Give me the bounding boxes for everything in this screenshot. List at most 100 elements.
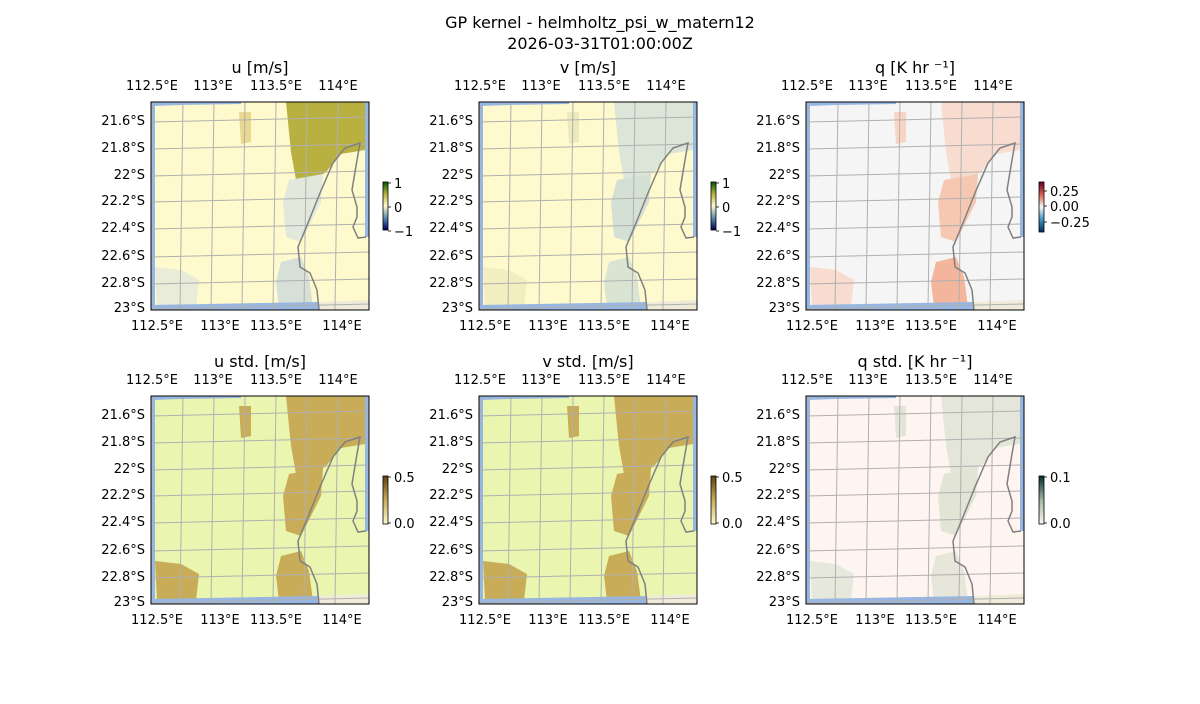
gridline-lat <box>151 437 369 444</box>
colorbar <box>1038 181 1045 233</box>
gridline-lat <box>479 196 697 203</box>
lat-tick-label: 22°S <box>114 462 145 477</box>
gridline-lon <box>507 396 512 604</box>
map-panel: q [K hr ⁻¹] 112.5°E 112.5°E 113°E 113°E 113.5… <box>756 58 1090 334</box>
map-frame <box>150 101 370 311</box>
gridline-lon <box>241 396 246 604</box>
lon-tick-label-top: 113°E <box>521 373 561 388</box>
lat-tick-label: 23°S <box>114 595 145 610</box>
coastline <box>625 435 695 604</box>
lon-tick-label-bottom: 114°E <box>322 613 362 628</box>
gridline-lat <box>151 464 369 471</box>
lon-tick-label-top: 113°E <box>848 373 888 388</box>
gridline-lon <box>334 102 339 310</box>
lon-tick-label-bottom: 113°E <box>528 319 568 334</box>
gridline-lon <box>569 396 574 604</box>
gridline-lon <box>927 396 932 604</box>
lon-tick-label-top: 113°E <box>193 373 233 388</box>
lon-tick-label-bottom: 113.5°E <box>250 613 302 628</box>
ocean-east <box>1020 102 1024 237</box>
map-frame <box>805 101 1025 311</box>
ocean-east <box>693 102 697 237</box>
ocean-west <box>806 396 810 604</box>
colorbar <box>710 181 717 231</box>
gridline-lon <box>334 396 339 604</box>
gridline-lon <box>600 102 605 310</box>
ocean-east <box>1020 396 1024 531</box>
lon-tick-label-bottom: 113°E <box>200 613 240 628</box>
colorbar <box>382 475 389 525</box>
lon-tick-label-bottom: 112.5°E <box>786 319 838 334</box>
gridline-lat <box>479 517 697 524</box>
lat-tick-label: 22.8°S <box>756 570 800 585</box>
gridline-lat <box>806 572 1024 579</box>
lat-tick-label: 22.6°S <box>756 543 800 558</box>
gridline-lon <box>834 102 839 310</box>
gridline-lat <box>479 437 697 444</box>
map-panel: q std. [K hr ⁻¹] 112.5°E 112.5°E 113°E 113°E… <box>756 352 1070 628</box>
lat-tick-label: 23°S <box>442 595 473 610</box>
gridline-lat <box>151 303 369 310</box>
gridline-lat <box>806 303 1024 310</box>
gridline-lon <box>210 396 215 604</box>
colorbar <box>710 475 717 525</box>
lat-tick-label: 22.2°S <box>101 194 145 209</box>
map-panel: v [m/s]112.5°E112.5°E113°E113°E113.5°E11… <box>429 58 741 334</box>
heatmap-region <box>938 468 978 536</box>
lon-tick-label-bottom: 114°E <box>322 319 362 334</box>
lat-tick-label: 21.6°S <box>429 114 473 129</box>
gridline-lat <box>806 278 1024 285</box>
lon-tick-label-top: 113.5°E <box>578 373 630 388</box>
lon-tick-label-top: 114°E <box>318 373 358 388</box>
lon-tick-label-top: 113°E <box>521 79 561 94</box>
lat-tick-label: 21.6°S <box>756 114 800 129</box>
colorbar <box>382 181 389 231</box>
panel-title: v std. [m/s] <box>542 352 633 371</box>
colorbar-tick-label: 0.0 <box>1050 517 1071 532</box>
lon-tick-label-top: 114°E <box>973 373 1013 388</box>
gridline-lon <box>210 102 215 310</box>
gridline-lat <box>806 170 1024 177</box>
gridline-lon <box>631 102 636 310</box>
lon-tick-label-top: 113.5°E <box>250 79 302 94</box>
lon-tick-label-bottom: 113°E <box>200 319 240 334</box>
ocean-east <box>365 396 369 531</box>
gridline-lon <box>865 396 870 604</box>
gridline-lon <box>958 396 963 604</box>
map-frame <box>478 101 698 311</box>
panel-title: v [m/s] <box>560 58 616 77</box>
lat-tick-label: 21.8°S <box>756 141 800 156</box>
gridline-lat <box>151 597 369 604</box>
lon-tick-label-top: 112.5°E <box>781 373 833 388</box>
gridline-lon <box>569 102 574 310</box>
gridline-lon <box>272 102 277 310</box>
lon-tick-label-top: 112.5°E <box>781 79 833 94</box>
heatmap-region <box>483 267 527 307</box>
coastline <box>297 141 367 310</box>
gridline-lat <box>479 170 697 177</box>
heatmap-region <box>810 267 854 307</box>
colorbar-tick-label: 0.25 <box>1050 185 1079 200</box>
map-panel: u std. [m/s] 112.5°E 112.5°E 113°E 113°E 113.… <box>101 352 414 628</box>
gridline-lon <box>600 396 605 604</box>
lat-tick-label: 22.4°S <box>101 221 145 236</box>
gridline-lat <box>806 490 1024 497</box>
coastline <box>625 141 695 310</box>
gridline-lat <box>151 410 369 417</box>
figure-title: GP kernel - helmholtz_psi_w_matern12 <box>445 13 755 33</box>
lat-tick-label: 22.6°S <box>101 249 145 264</box>
gridline-lon <box>179 396 184 604</box>
heatmap-region <box>283 468 323 536</box>
colorbar-tick-label: 0 <box>394 201 402 216</box>
gridline-lat <box>806 143 1024 150</box>
lat-tick-label: 21.8°S <box>756 435 800 450</box>
gridline-lat <box>151 490 369 497</box>
ocean-north <box>151 102 241 106</box>
gridline-lat <box>479 303 697 310</box>
gridline-lon <box>989 396 994 604</box>
lon-tick-label-bottom: 113.5°E <box>905 613 957 628</box>
lon-tick-label-bottom: 113.5°E <box>578 319 630 334</box>
gridline-lat <box>479 116 697 123</box>
lat-tick-label: 22.8°S <box>756 276 800 291</box>
